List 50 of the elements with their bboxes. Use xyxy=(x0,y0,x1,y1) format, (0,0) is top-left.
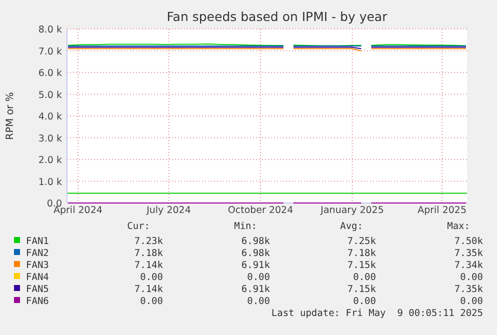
x-tick-label: April 2024 xyxy=(54,205,102,216)
y-tick-label: 6.0 k xyxy=(38,68,62,79)
chart-title: Fan speeds based on IPMI - by year xyxy=(166,9,388,24)
text: 7.18k xyxy=(134,248,164,259)
y-axis-title: RPM or % xyxy=(5,92,16,140)
text: 7.25k xyxy=(347,236,376,247)
legend-label: FAN4 xyxy=(26,272,50,283)
text: 7.14k xyxy=(134,284,164,295)
text: 7.34k xyxy=(454,260,484,271)
text: 7.15k xyxy=(347,260,376,271)
text: 6.91k xyxy=(241,284,270,295)
text: 0.00 xyxy=(247,272,270,283)
legend-label: FAN6 xyxy=(26,296,50,307)
text: Last update: Fri May 9 00:05:11 2025 xyxy=(271,308,483,319)
text: 0.00 xyxy=(460,296,484,307)
y-tick-label: 4.0 k xyxy=(38,112,62,122)
text: 6.98k xyxy=(241,236,270,247)
text: 0.00 xyxy=(140,296,164,307)
text: Min: xyxy=(234,221,257,232)
text: 6.91k xyxy=(241,260,270,271)
text: 6.98k xyxy=(241,248,270,259)
text: 7.50k xyxy=(454,236,484,247)
text: 7.23k xyxy=(134,236,164,247)
x-tick-label: April 2025 xyxy=(418,205,467,216)
text: 7.35k xyxy=(454,284,484,295)
text: 0.00 xyxy=(460,272,484,283)
x-tick-label: October 2024 xyxy=(228,205,294,216)
y-tick-label: 7.0 k xyxy=(38,46,62,58)
y-tick-label: 8.0 k xyxy=(38,24,62,36)
text: 0.00 xyxy=(353,296,376,307)
legend-label: FAN3 xyxy=(26,260,49,271)
y-tick-label: 2.0 k xyxy=(38,155,62,166)
text: 0.00 xyxy=(140,272,164,283)
text: 7.15k xyxy=(347,284,376,295)
legend-label: FAN5 xyxy=(26,284,49,295)
y-tick-label: 1.0 k xyxy=(38,176,62,188)
text: Cur: xyxy=(127,221,150,232)
text: Max: xyxy=(447,221,470,232)
x-tick-label: January 2025 xyxy=(320,205,384,216)
y-tick-label: 5.0 k xyxy=(38,90,62,101)
text: 0.00 xyxy=(353,272,376,283)
legend-label: FAN2 xyxy=(26,248,49,259)
y-tick-label: 3.0 k xyxy=(38,133,62,144)
x-tick-label: July 2024 xyxy=(146,205,191,216)
text: 7.14k xyxy=(134,260,164,271)
text: 7.35k xyxy=(454,248,484,259)
text: Avg: xyxy=(340,221,363,232)
legend-label: FAN1 xyxy=(26,236,50,247)
text: 0.00 xyxy=(247,296,270,307)
text: 7.18k xyxy=(347,248,376,259)
